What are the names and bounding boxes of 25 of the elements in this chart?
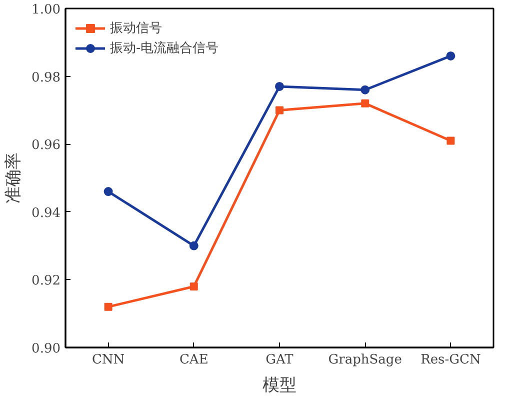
point bbox=[276, 106, 284, 114]
point bbox=[446, 51, 456, 60]
y-tick-label: 0.96 bbox=[32, 138, 61, 154]
y-tick-label: 0.90 bbox=[32, 342, 61, 356]
point bbox=[446, 136, 455, 145]
point bbox=[104, 187, 113, 196]
point bbox=[104, 302, 112, 311]
x-axis-title: 模型 bbox=[262, 376, 296, 396]
point bbox=[275, 82, 284, 91]
x-tick-label: Res-GCN bbox=[420, 352, 481, 368]
y-tick-label: 0.98 bbox=[32, 70, 61, 86]
y-axis-title: 准确率 bbox=[4, 152, 24, 204]
x-tick-label: CNN bbox=[92, 352, 125, 368]
point bbox=[189, 241, 198, 250]
point bbox=[360, 85, 370, 94]
point bbox=[361, 99, 370, 108]
x-tick-label: GraphSage bbox=[328, 352, 402, 368]
point bbox=[190, 282, 198, 290]
y-tick-label: 0.94 bbox=[32, 206, 61, 221]
legend-label: 振动信号 bbox=[110, 20, 162, 37]
x-tick-label: CAE bbox=[179, 352, 208, 368]
y-tick-label: 1.00 bbox=[32, 2, 61, 18]
x-tick-label: GAT bbox=[266, 352, 294, 368]
legend-label: 振动-电流融合信号 bbox=[110, 40, 219, 57]
y-tick-label: 0.92 bbox=[32, 274, 61, 289]
